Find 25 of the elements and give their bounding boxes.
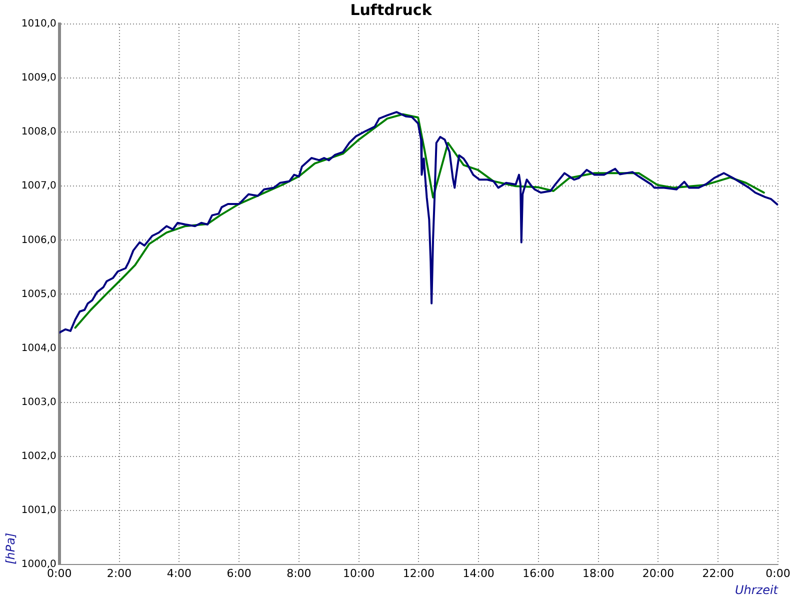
y-tick-label: 1005,0 — [21, 288, 56, 300]
x-tick-label: 20:00 — [642, 566, 674, 580]
y-tick-label: 1009,0 — [21, 72, 56, 84]
x-tick-label: 4:00 — [166, 566, 192, 580]
x-tick-label: 12:00 — [402, 566, 435, 580]
x-tick-label: 16:00 — [522, 566, 554, 580]
x-tick-label: 2:00 — [106, 566, 132, 580]
chart-title: Luftdruck — [350, 0, 433, 19]
x-axis-title: Uhrzeit — [734, 582, 780, 597]
x-tick-label: 10:00 — [342, 566, 375, 580]
y-tick-label: 1004,0 — [21, 342, 56, 354]
x-tick-label: 22:00 — [702, 566, 734, 580]
y-axis-title: [hPa] — [3, 532, 18, 564]
y-tick-label: 1008,0 — [21, 126, 56, 138]
y-tick-label: 1010,0 — [21, 18, 56, 30]
y-tick-label: 1006,0 — [21, 234, 56, 246]
x-tick-label: 8:00 — [286, 566, 312, 580]
x-tick-label: 0:00 — [766, 566, 790, 580]
y-tick-label: 1007,0 — [21, 180, 56, 192]
x-tick-label: 14:00 — [462, 566, 494, 580]
x-tick-label: 6:00 — [226, 566, 252, 580]
x-tick-label: 18:00 — [582, 566, 614, 580]
y-tick-label: 1002,0 — [21, 450, 56, 462]
y-tick-label: 1003,0 — [21, 396, 56, 408]
y-tick-label: 1001,0 — [21, 504, 56, 516]
